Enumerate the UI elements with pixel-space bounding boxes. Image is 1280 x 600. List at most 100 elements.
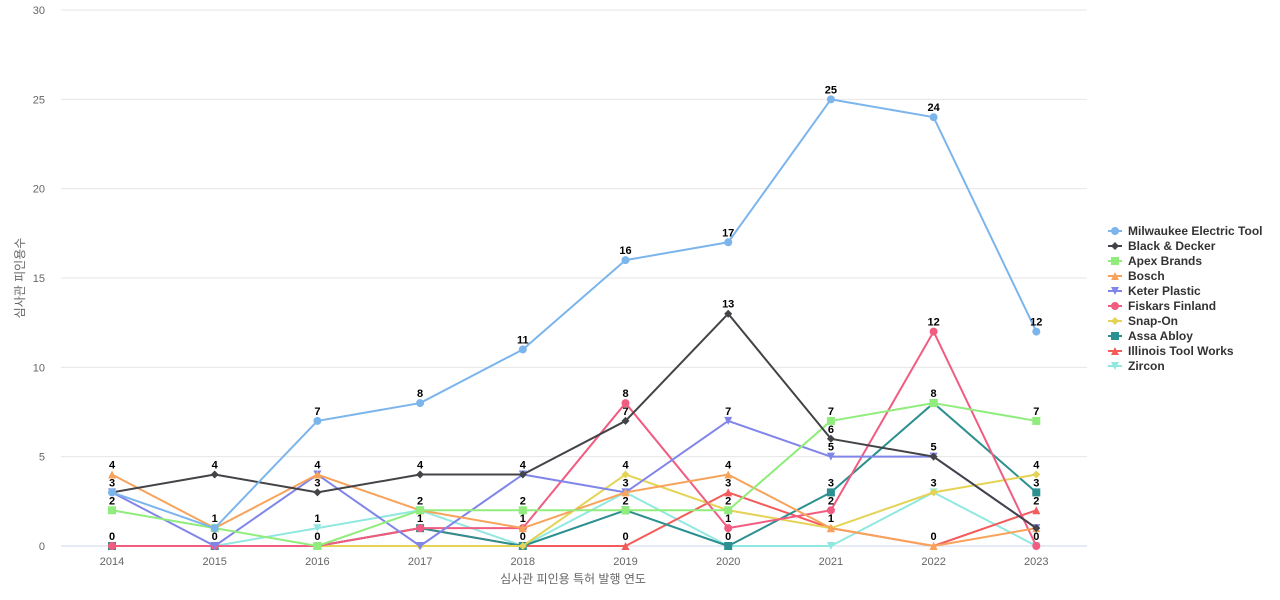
x-axis-title: 심사관 피인용 특허 발행 연도 [500, 571, 646, 586]
series-line-apex-brands [111, 402, 1037, 547]
data-point [621, 399, 630, 408]
data-point [108, 542, 116, 550]
data-point [518, 506, 527, 515]
data-point [929, 327, 938, 336]
legend-marker [1111, 287, 1119, 295]
legend-label: Zircon [1128, 359, 1165, 373]
series-line-black-decker [111, 312, 1037, 529]
legend-item[interactable]: Black & Decker [1108, 239, 1216, 253]
data-point [724, 309, 733, 318]
data-point [724, 542, 733, 550]
data-point [929, 113, 938, 122]
data-point [826, 452, 835, 461]
data-point [621, 416, 630, 425]
legend-label: Apex Brands [1128, 254, 1202, 268]
data-point [826, 542, 835, 550]
data-point [108, 506, 116, 515]
legend-item[interactable]: Snap-On [1108, 314, 1178, 328]
x-tick-label: 2018 [511, 556, 535, 568]
legend-item[interactable]: Fiskars Finland [1108, 299, 1216, 313]
x-tick-label: 2016 [305, 556, 329, 568]
data-label: 7 [314, 406, 320, 418]
data-point [1032, 488, 1041, 497]
legend-item[interactable]: Zircon [1108, 359, 1165, 373]
data-point [724, 506, 733, 515]
data-label: 2 [828, 495, 834, 507]
y-tick-label: 25 [33, 94, 45, 106]
data-label: 2 [520, 495, 526, 507]
data-point [621, 470, 630, 479]
data-label: 2 [109, 495, 115, 507]
data-point [621, 506, 630, 515]
legend-item[interactable]: Apex Brands [1108, 254, 1202, 268]
legend-item[interactable]: Keter Plastic [1108, 284, 1201, 298]
legend-item[interactable]: Illinois Tool Works [1108, 344, 1234, 358]
data-point [826, 416, 835, 425]
legend-label: Illinois Tool Works [1128, 344, 1234, 358]
x-tick-label: 2015 [202, 556, 226, 568]
data-label: 2 [622, 495, 628, 507]
y-tick-label: 20 [33, 184, 45, 196]
data-label: 1 [212, 513, 218, 525]
data-point [1032, 470, 1041, 479]
series-line-fiskars-finland [112, 330, 1038, 547]
data-point [313, 542, 322, 550]
data-point [621, 542, 630, 550]
data-label: 4 [725, 460, 732, 472]
data-point [724, 238, 733, 247]
y-axis-title: 심사관 피인용수 [13, 238, 27, 319]
y-tick-label: 0 [39, 541, 45, 553]
data-label: 4 [1033, 460, 1040, 472]
data-label: 3 [725, 477, 731, 489]
series-line-milwaukee-electric-tool [111, 98, 1038, 530]
data-label: 3 [622, 477, 628, 489]
legend-marker [1111, 227, 1119, 235]
data-point [826, 488, 835, 497]
data-label: 0 [1033, 531, 1039, 543]
legend-label: Fiskars Finland [1128, 299, 1216, 313]
x-axis-ticks: 2014 2015 2016 2017 2018 2019 2020 2021 2022 2023 [100, 556, 1049, 568]
data-label: 2 [417, 495, 423, 507]
x-tick-label: 2019 [613, 556, 637, 568]
data-point [210, 524, 219, 533]
data-label: 4 [520, 460, 527, 472]
data-point [724, 488, 733, 497]
legend-marker [1111, 362, 1119, 370]
data-point [826, 506, 835, 515]
legend-item[interactable]: Assa Abloy [1108, 329, 1193, 343]
data-label: 1 [314, 513, 320, 525]
data-point [313, 524, 322, 533]
data-label: 12 [927, 317, 939, 329]
data-point [108, 488, 116, 497]
data-label: 3 [931, 477, 937, 489]
data-label: 1 [725, 513, 731, 525]
series-black-decker [108, 309, 1041, 533]
data-label: 2 [1033, 495, 1039, 507]
x-tick-label: 2022 [921, 556, 945, 568]
data-point [416, 506, 425, 515]
series-assa-abloy [108, 399, 1041, 550]
data-point [826, 95, 835, 104]
legend-item[interactable]: Bosch [1108, 269, 1165, 283]
data-label: 0 [212, 531, 218, 543]
data-label: 0 [314, 531, 320, 543]
data-label: 25 [825, 84, 837, 96]
x-tick-label: 2023 [1024, 556, 1048, 568]
x-tick-label: 2021 [819, 556, 843, 568]
y-tick-label: 15 [33, 273, 45, 285]
data-label: 12 [1030, 317, 1042, 329]
data-point [724, 470, 733, 479]
data-label: 24 [927, 102, 940, 114]
x-tick-label: 2017 [408, 556, 432, 568]
legend-item[interactable]: Milwaukee Electric Tool [1108, 224, 1262, 238]
data-label: 13 [722, 299, 734, 311]
series-milwaukee-electric-tool [108, 95, 1041, 533]
data-label: 3 [1033, 477, 1039, 489]
x-tick-label: 2020 [716, 556, 740, 568]
data-label: 17 [722, 227, 734, 239]
data-label: 4 [314, 460, 321, 472]
data-label: 0 [931, 531, 937, 543]
legend-marker [1111, 257, 1119, 265]
